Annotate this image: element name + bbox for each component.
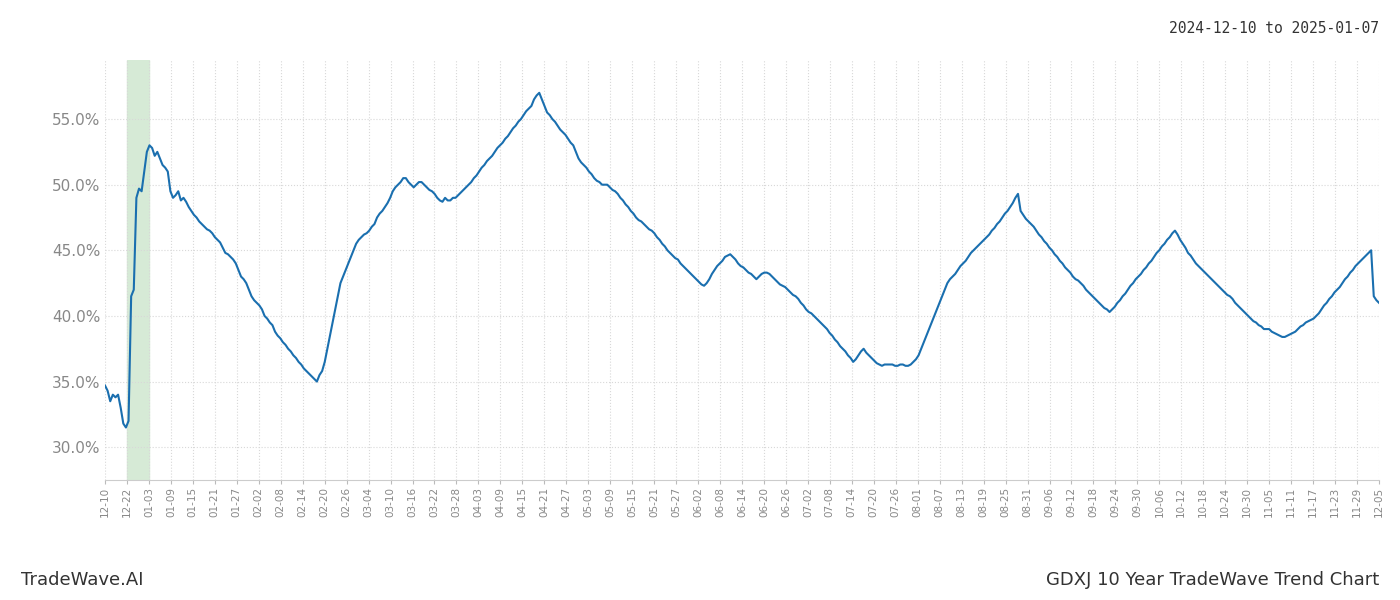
Text: GDXJ 10 Year TradeWave Trend Chart: GDXJ 10 Year TradeWave Trend Chart — [1046, 571, 1379, 589]
Bar — [127, 60, 148, 480]
Text: 2024-12-10 to 2025-01-07: 2024-12-10 to 2025-01-07 — [1169, 21, 1379, 36]
Text: TradeWave.AI: TradeWave.AI — [21, 571, 143, 589]
